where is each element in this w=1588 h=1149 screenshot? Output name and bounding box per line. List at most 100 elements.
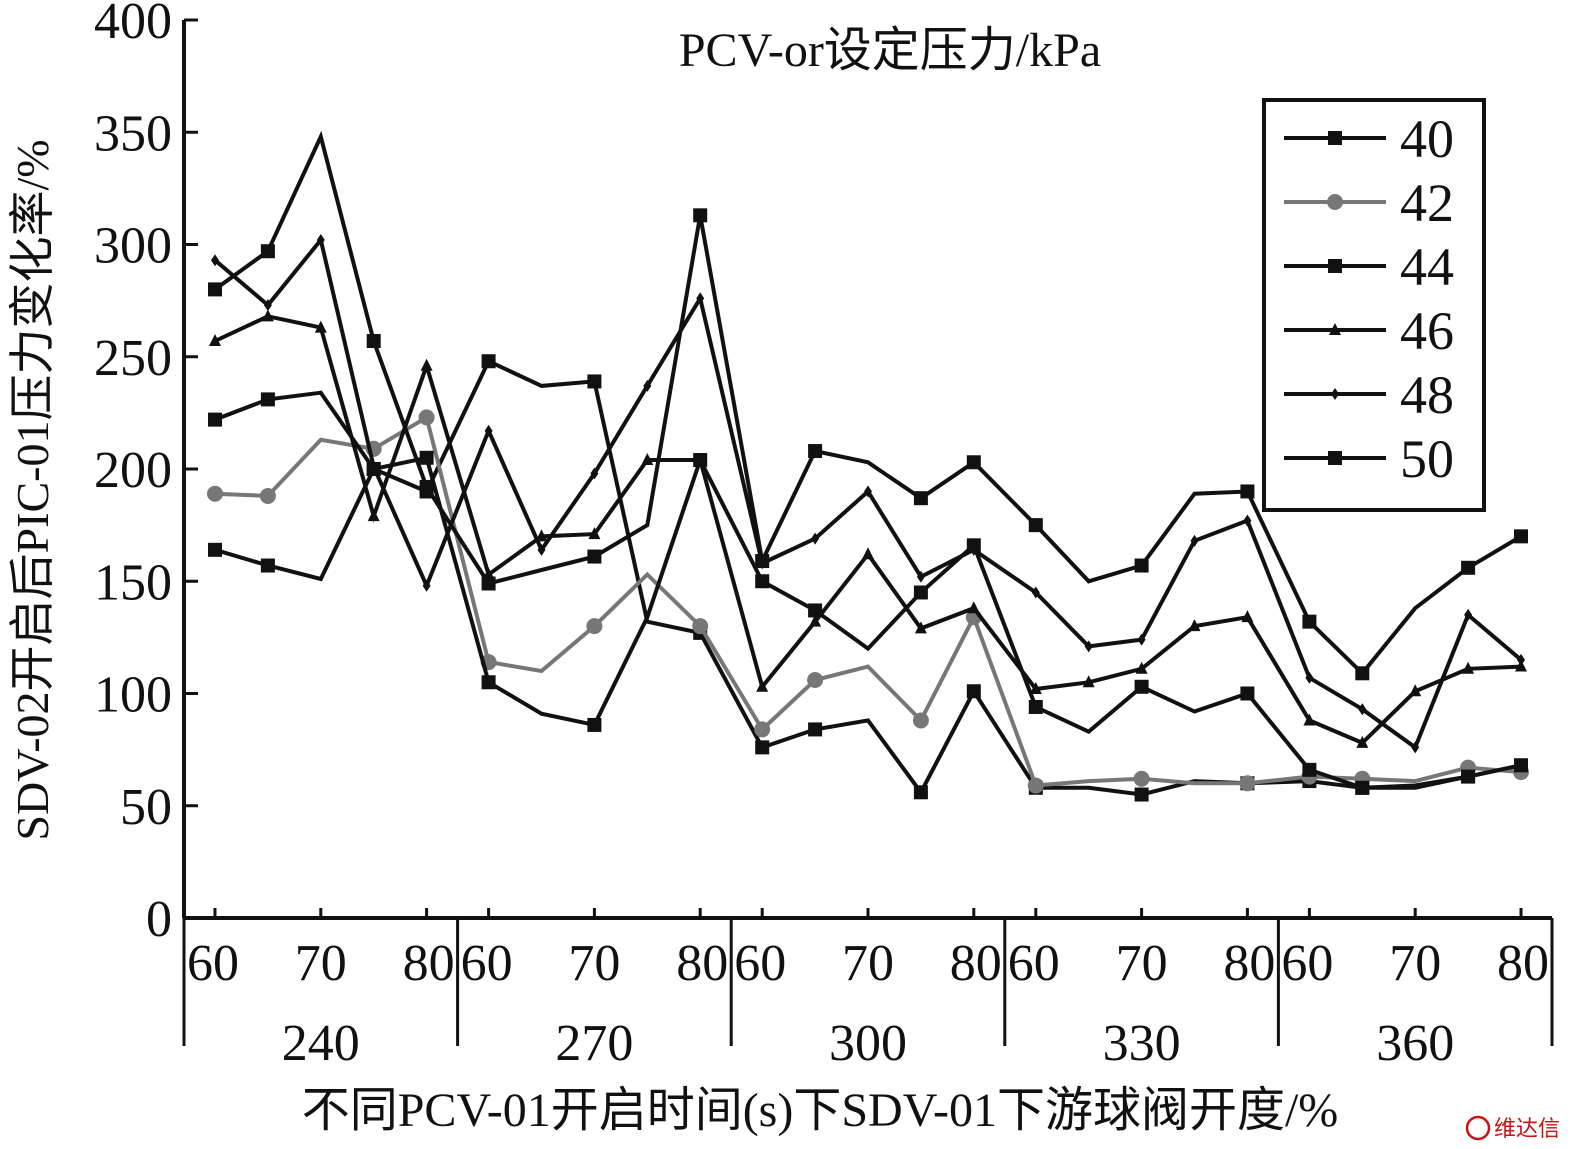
data-point: [367, 509, 380, 522]
watermark-logo-icon: [1465, 1115, 1491, 1141]
y-tick-label: 0: [146, 891, 172, 948]
data-point: [1240, 686, 1255, 701]
data-point: [913, 585, 928, 600]
data-point: [1302, 614, 1317, 629]
group-label: 330: [1103, 1015, 1181, 1072]
data-point: [208, 542, 222, 557]
data-point: [696, 292, 705, 305]
y-tick-label: 100: [94, 667, 172, 724]
legend-label: 40: [1400, 109, 1454, 169]
y-axis-label: SDV-02开启后PIC-01压力变化率/%: [7, 139, 58, 840]
data-point: [808, 722, 823, 737]
data-point: [967, 601, 980, 614]
data-point: [966, 684, 981, 699]
x-tick-label: 70: [568, 935, 620, 992]
x-tick-label: 70: [842, 935, 894, 992]
data-point: [1134, 679, 1149, 694]
data-point: [1355, 780, 1370, 795]
data-point: [1028, 699, 1043, 714]
data-point: [864, 485, 872, 498]
y-tick-label: 200: [94, 442, 172, 499]
data-point: [914, 621, 927, 634]
y-tick-label: 300: [94, 218, 172, 275]
x-tick-label: 70: [295, 935, 347, 992]
y-tick-label: 50: [120, 779, 172, 836]
data-point: [260, 244, 275, 259]
legend-marker: [1328, 451, 1342, 465]
data-point: [422, 579, 431, 592]
data-point: [808, 603, 823, 618]
data-point: [641, 453, 654, 466]
legend-item: 44: [1284, 237, 1454, 297]
watermark-text: 维达信: [1494, 1116, 1560, 1141]
data-point: [481, 576, 496, 591]
data-point: [211, 254, 219, 267]
data-point: [755, 554, 770, 569]
data-point: [1240, 484, 1255, 499]
group-label: 270: [555, 1015, 633, 1072]
data-point: [259, 487, 276, 504]
data-point: [1188, 619, 1201, 632]
data-point: [481, 354, 496, 369]
x-axis-label: 不同PCV-01开启时间(s)下SDV-01下游球阀开度/%: [302, 1084, 1339, 1137]
data-point: [756, 679, 769, 692]
x-tick-label: 80: [950, 935, 1002, 992]
data-point: [1517, 653, 1525, 666]
data-point: [1082, 675, 1095, 688]
data-point: [261, 309, 274, 322]
x-tick-label: 60: [461, 935, 513, 992]
data-point: [913, 785, 928, 800]
legend-label: 48: [1400, 365, 1454, 425]
data-point: [588, 527, 601, 540]
legend-item: 48: [1284, 365, 1454, 425]
data-point: [1355, 666, 1370, 681]
data-point: [590, 467, 599, 480]
data-point: [1134, 787, 1149, 802]
data-point: [808, 444, 823, 459]
data-point: [1027, 777, 1044, 794]
data-point: [969, 543, 978, 556]
data-point: [1243, 514, 1252, 527]
data-point: [1409, 684, 1422, 697]
legend-marker: [1328, 131, 1342, 145]
legend-item: 46: [1284, 301, 1454, 361]
legend-item: 42: [1284, 173, 1454, 233]
data-point: [587, 717, 602, 732]
data-point: [1031, 586, 1040, 599]
data-point: [1358, 703, 1367, 716]
group-label: 360: [1376, 1015, 1454, 1072]
data-point: [966, 455, 981, 470]
x-tick-label: 80: [1497, 935, 1549, 992]
x-tick-label: 60: [1281, 935, 1333, 992]
x-tick-label: 60: [187, 935, 239, 992]
data-point: [807, 672, 824, 689]
data-point: [209, 334, 221, 347]
data-point: [755, 740, 770, 755]
data-point: [811, 532, 820, 545]
x-tick-label: 60: [734, 935, 786, 992]
data-point: [754, 721, 771, 738]
legend-item: 40: [1284, 109, 1454, 169]
data-point: [586, 618, 603, 635]
series-46: [209, 309, 1527, 748]
data-point: [755, 574, 770, 589]
data-point: [366, 334, 381, 349]
data-point: [1302, 762, 1317, 777]
data-point: [643, 379, 652, 392]
data-point: [481, 675, 496, 690]
data-point: [314, 320, 327, 333]
data-point: [484, 424, 493, 437]
data-point: [587, 374, 602, 389]
data-point: [420, 358, 433, 371]
legend-marker: [1328, 259, 1342, 273]
data-point: [369, 460, 378, 473]
legend-marker: [1331, 388, 1339, 400]
data-point: [862, 547, 874, 560]
y-tick-label: 250: [94, 330, 172, 387]
data-point: [260, 558, 275, 573]
legend-label: 44: [1400, 237, 1454, 297]
data-point: [316, 234, 325, 247]
data-point: [1356, 735, 1369, 748]
